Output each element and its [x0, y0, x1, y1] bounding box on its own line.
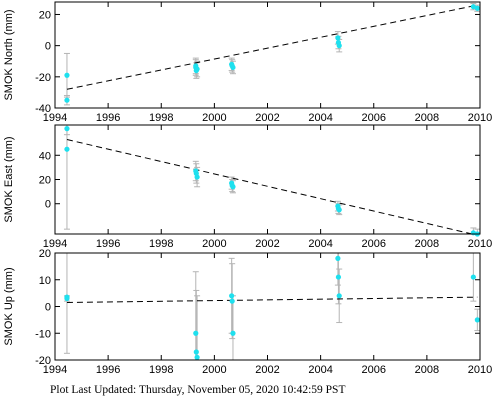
- y-tick-label: -20: [35, 72, 51, 84]
- data-point: [335, 274, 342, 280]
- x-tick-label: 1996: [96, 112, 120, 124]
- y-tick-label: 10: [39, 275, 51, 287]
- x-tick-label: 2006: [362, 238, 386, 250]
- y-tick-label: 20: [39, 175, 51, 187]
- y-axis-label: SMOK East (mm): [3, 136, 15, 222]
- y-tick-label: 0: [45, 199, 51, 211]
- data-point: [230, 64, 236, 71]
- plot-updated-label: Plot Last Updated:: [50, 384, 137, 396]
- trend-line: [66, 296, 478, 303]
- trend-line: [66, 139, 478, 236]
- data-point: [64, 97, 70, 103]
- x-tick-label: 2008: [415, 112, 439, 124]
- plot-updated-footer: Plot Last Updated: Thursday, November 05…: [50, 384, 345, 396]
- x-tick-label: 2000: [202, 238, 226, 250]
- data-point: [64, 146, 70, 152]
- x-tick-label: 2008: [415, 238, 439, 250]
- y-tick-label: 0: [45, 41, 51, 53]
- data-point: [230, 330, 236, 336]
- data-point: [336, 207, 342, 213]
- panel-1: 1994 1996 1998 2000 2002 2004 2006 2008 2010 -40 -…: [3, 1, 492, 124]
- data-point: [470, 4, 476, 10]
- data-point: [194, 66, 200, 72]
- y-tick-label: 0: [45, 302, 51, 314]
- y-tick-label: -20: [35, 355, 51, 367]
- data-point: [474, 5, 480, 11]
- x-tick-label: 2004: [308, 364, 332, 376]
- trend-line: [66, 4, 478, 90]
- x-tick-label: 2004: [308, 112, 332, 124]
- plot-frame: [54, 124, 481, 235]
- x-tick-label: 2002: [255, 364, 279, 376]
- x-tick-label: 2010: [468, 238, 492, 250]
- data-point: [194, 174, 200, 180]
- data-point: [230, 184, 236, 190]
- data-point: [336, 293, 342, 299]
- data-point: [64, 126, 70, 132]
- data-point: [229, 298, 235, 304]
- data-point: [335, 255, 341, 261]
- plot-frame: [54, 252, 481, 361]
- x-tick-label: 1998: [149, 364, 173, 376]
- x-tick-label: 2002: [255, 112, 279, 124]
- x-tick-label: 2002: [255, 238, 279, 250]
- x-tick-label: 2000: [202, 364, 226, 376]
- data-point: [229, 293, 235, 299]
- plot-frame: [54, 1, 481, 109]
- y-tick-label: -10: [35, 328, 51, 340]
- data-point: [336, 43, 342, 49]
- data-point: [64, 295, 70, 302]
- y-axis-label: SMOK North (mm): [3, 9, 15, 100]
- x-tick-label: 1998: [149, 238, 173, 250]
- x-tick-label: 1994: [43, 112, 67, 124]
- y-tick-label: -40: [35, 103, 51, 115]
- x-tick-label: 2008: [415, 364, 439, 376]
- x-tick-label: 1996: [96, 364, 120, 376]
- x-tick-label: 2004: [308, 238, 332, 250]
- x-tick-label: 2010: [468, 112, 492, 124]
- x-tick-label: 1998: [149, 112, 173, 124]
- plot-updated-timestamp: Thursday, November 05, 2020 10:42:59 PST: [138, 384, 346, 396]
- x-tick-label: 2010: [468, 364, 492, 376]
- x-tick-label: 1994: [43, 364, 67, 376]
- y-axis-label: SMOK Up (mm): [3, 267, 15, 345]
- y-tick-label: 20: [39, 9, 51, 21]
- y-tick-label: 40: [39, 150, 51, 162]
- x-tick-label: 2006: [362, 364, 386, 376]
- data-point: [193, 330, 199, 336]
- data-point: [470, 274, 476, 280]
- x-tick-label: 1996: [96, 238, 120, 250]
- x-tick-label: 1994: [43, 238, 67, 250]
- data-point: [474, 317, 480, 323]
- panel-3: 1994 1996 1998 2000 2002 2004 2006 2008 2010-20-…: [3, 248, 492, 376]
- y-tick-label: 20: [39, 248, 51, 260]
- data-point: [64, 72, 70, 78]
- data-point: [335, 35, 341, 41]
- x-tick-label: 2000: [202, 112, 226, 124]
- x-tick-label: 2006: [362, 112, 386, 124]
- panel-2: 1994 1996 1998 2000 2002 2004 2006 2008 2010 0 20 4…: [3, 124, 492, 250]
- data-point: [193, 349, 199, 355]
- data-point: [194, 354, 200, 360]
